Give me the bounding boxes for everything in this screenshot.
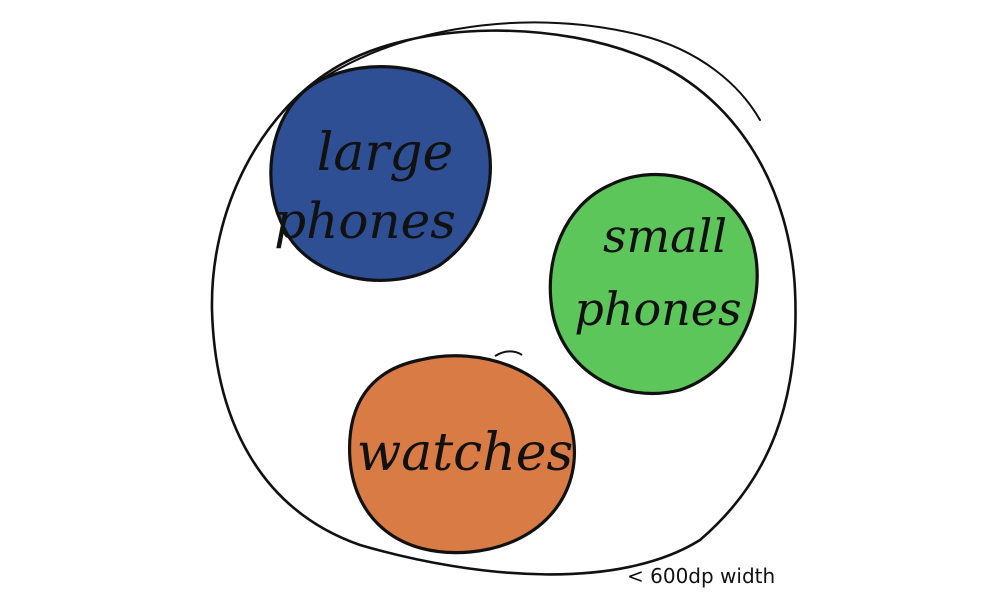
small-phones-line2: phones [574, 282, 741, 336]
watches-group: watches [347, 350, 577, 555]
large-phones-group: large phones [269, 65, 492, 282]
outer-boundary [210, 29, 797, 576]
small-phones-line1: small [603, 209, 727, 263]
large-phones-line1: large [317, 123, 454, 183]
large-phones-line2: phones [274, 192, 456, 250]
width-annotation: < 600dp width [627, 564, 775, 588]
watches-blob [347, 354, 577, 555]
small-phones-blob [548, 172, 759, 396]
watches-label: watches [357, 423, 573, 483]
small-phones-group: small phones [548, 172, 759, 396]
outer-boundary-overdraw [299, 21, 761, 121]
large-phones-blob [269, 65, 492, 282]
watches-blob-tail [494, 350, 523, 357]
